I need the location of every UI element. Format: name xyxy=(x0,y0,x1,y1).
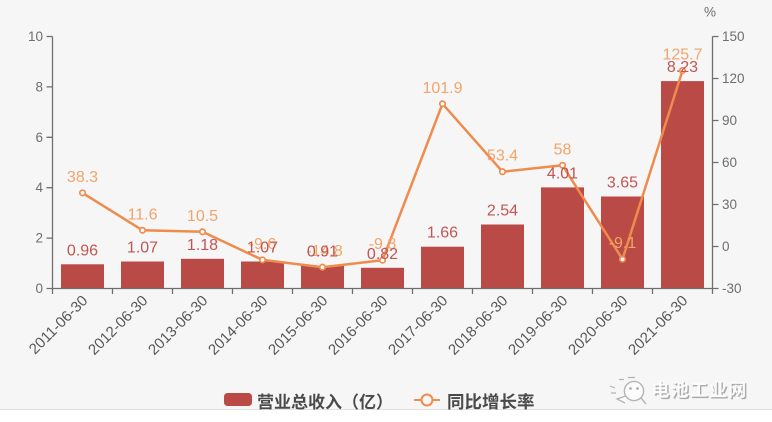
svg-text:-14.8: -14.8 xyxy=(306,243,343,260)
svg-text:125.7: 125.7 xyxy=(662,47,702,64)
svg-text:-30: -30 xyxy=(722,281,742,296)
svg-text:4.01: 4.01 xyxy=(547,165,578,182)
svg-text:2.54: 2.54 xyxy=(487,203,518,220)
svg-text:0: 0 xyxy=(722,239,730,254)
svg-text:90: 90 xyxy=(722,113,737,128)
svg-text:101.9: 101.9 xyxy=(422,80,462,97)
svg-text:38.3: 38.3 xyxy=(67,169,98,186)
svg-text:150: 150 xyxy=(722,29,745,44)
svg-text:1.07: 1.07 xyxy=(247,240,278,257)
svg-text:0.96: 0.96 xyxy=(67,242,98,259)
svg-text:0.82: 0.82 xyxy=(367,246,398,263)
svg-text:-9.6: -9.6 xyxy=(249,236,277,253)
svg-text:-9.1: -9.1 xyxy=(609,235,637,252)
svg-text:1.18: 1.18 xyxy=(187,237,218,254)
svg-text:6: 6 xyxy=(35,130,43,145)
svg-text:2: 2 xyxy=(35,231,43,246)
svg-text:10: 10 xyxy=(28,29,43,44)
svg-text:60: 60 xyxy=(722,155,737,170)
svg-text:11.6: 11.6 xyxy=(128,206,158,223)
svg-text:10.5: 10.5 xyxy=(187,208,218,225)
svg-text:1.66: 1.66 xyxy=(427,225,458,242)
svg-text:58: 58 xyxy=(554,141,572,158)
svg-text:-9.8: -9.8 xyxy=(369,236,397,253)
svg-text:1.07: 1.07 xyxy=(127,240,158,257)
svg-text:8.23: 8.23 xyxy=(667,59,698,76)
svg-text:0.91: 0.91 xyxy=(307,244,338,261)
svg-text:53.4: 53.4 xyxy=(487,148,518,165)
svg-text:%: % xyxy=(704,5,716,20)
svg-text:30: 30 xyxy=(722,197,737,212)
svg-text:4: 4 xyxy=(35,180,43,195)
svg-text:120: 120 xyxy=(722,71,745,86)
svg-text:0: 0 xyxy=(35,281,43,296)
svg-text:3.65: 3.65 xyxy=(607,175,638,192)
svg-text:8: 8 xyxy=(35,79,43,94)
